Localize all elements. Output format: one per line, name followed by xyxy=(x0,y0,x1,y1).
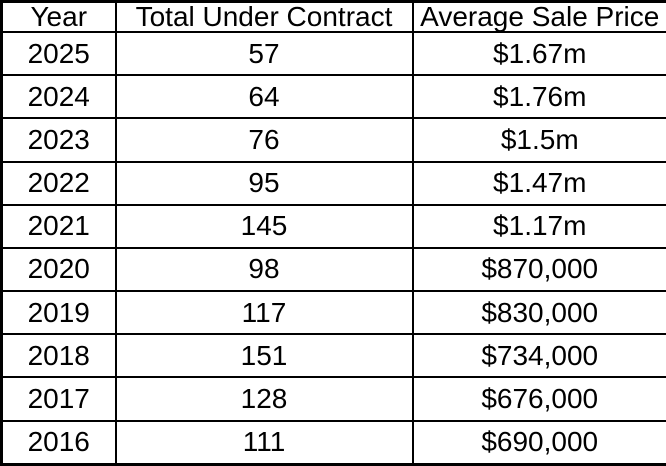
average-sale-price-cell: $734,000 xyxy=(411,333,666,379)
average-sale-price-cell: $1.17m xyxy=(411,203,666,249)
total-under-contract-cell: 128 xyxy=(114,376,414,422)
year-cell: 2019 xyxy=(0,290,117,336)
average-sale-price-cell: $830,000 xyxy=(411,290,666,336)
header-cell-total-under-contract: Total Under Contract xyxy=(114,0,414,33)
year-cell: 2025 xyxy=(0,30,117,77)
total-under-contract-cell: 111 xyxy=(114,419,414,466)
average-sale-price-cell: $690,000 xyxy=(411,419,666,466)
year-cell: 2018 xyxy=(0,333,117,379)
table-row: 2021 145 $1.17m xyxy=(0,203,666,249)
average-sale-price-cell: $1.67m xyxy=(411,30,666,77)
total-under-contract-cell: 95 xyxy=(114,160,414,206)
year-cell: 2024 xyxy=(0,74,117,120)
header-cell-year: Year xyxy=(0,0,117,33)
table-row: 2017 128 $676,000 xyxy=(0,376,666,422)
header-row: Year Total Under Contract Average Sale P… xyxy=(0,0,666,33)
table-row: 2018 151 $734,000 xyxy=(0,333,666,379)
total-under-contract-cell: 57 xyxy=(114,30,414,77)
table-row: 2025 57 $1.67m xyxy=(0,30,666,77)
table-row: 2024 64 $1.76m xyxy=(0,74,666,120)
table-row: 2023 76 $1.5m xyxy=(0,117,666,163)
year-cell: 2023 xyxy=(0,117,117,163)
average-sale-price-cell: $870,000 xyxy=(411,246,666,293)
average-sale-price-cell: $676,000 xyxy=(411,376,666,422)
year-cell: 2017 xyxy=(0,376,117,422)
average-sale-price-cell: $1.47m xyxy=(411,160,666,206)
table-row: 2022 95 $1.47m xyxy=(0,160,666,206)
total-under-contract-cell: 64 xyxy=(114,74,414,120)
table-row: 2019 117 $830,000 xyxy=(0,290,666,336)
total-under-contract-cell: 145 xyxy=(114,203,414,249)
average-sale-price-cell: $1.5m xyxy=(411,117,666,163)
total-under-contract-cell: 117 xyxy=(114,290,414,336)
total-under-contract-cell: 98 xyxy=(114,246,414,293)
year-cell: 2016 xyxy=(0,419,117,466)
year-cell: 2020 xyxy=(0,246,117,293)
average-sale-price-cell: $1.76m xyxy=(411,74,666,120)
table-row: 2020 98 $870,000 xyxy=(0,246,666,293)
year-cell: 2021 xyxy=(0,203,117,249)
header-cell-average-sale-price: Average Sale Price xyxy=(411,0,666,33)
total-under-contract-cell: 151 xyxy=(114,333,414,379)
year-cell: 2022 xyxy=(0,160,117,206)
total-under-contract-cell: 76 xyxy=(114,117,414,163)
table-row: 2016 111 $690,000 xyxy=(0,419,666,466)
